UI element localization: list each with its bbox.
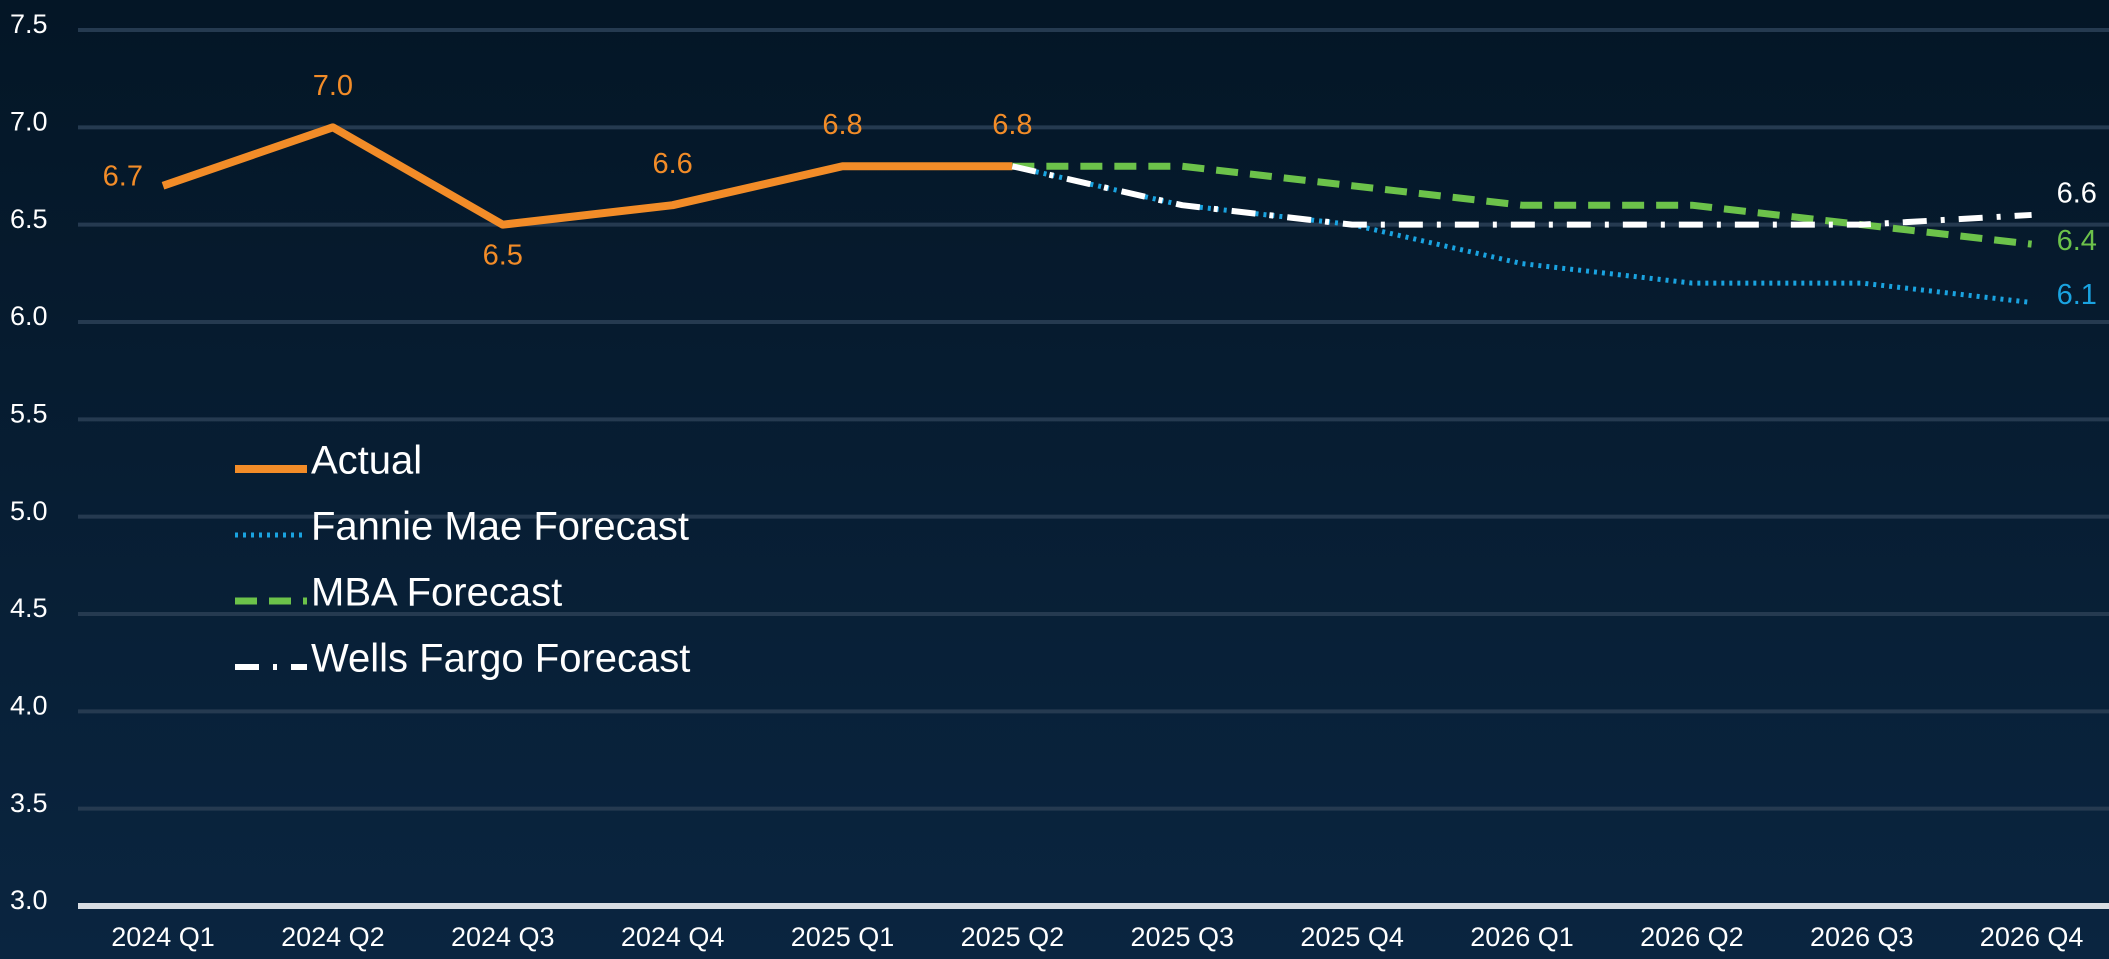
x-tick-label: 2024 Q4 [621,922,725,952]
y-tick-label: 6.5 [10,204,48,234]
data-label: 6.8 [822,109,862,141]
legend-label: Wells Fargo Forecast [311,637,690,681]
y-tick-label: 3.0 [10,885,48,915]
x-tick-label: 2025 Q4 [1300,922,1404,952]
y-tick-label: 4.0 [10,690,48,720]
data-label: 6.1 [2057,279,2097,311]
series-line [1011,163,2032,228]
y-tick-label: 6.0 [10,301,48,331]
x-tick-label: 2025 Q3 [1130,922,1234,952]
x-tick-label: 2026 Q3 [1810,922,1914,952]
x-tick-label: 2024 Q1 [111,922,215,952]
data-label: 7.0 [313,70,353,102]
y-tick-label: 5.0 [10,496,48,526]
x-tick-label: 2024 Q2 [281,922,385,952]
x-tick-label: 2026 Q1 [1470,922,1574,952]
x-tick-label: 2026 Q2 [1640,922,1744,952]
series-line [161,123,1013,229]
data-label: 6.4 [2057,225,2097,257]
x-tick-label: 2024 Q3 [451,922,555,952]
legend-label: Actual [311,439,422,483]
data-label: 6.6 [2057,178,2097,210]
data-label: 6.6 [652,148,692,180]
x-tick-label: 2025 Q1 [791,922,895,952]
x-tick-label: 2025 Q2 [961,922,1065,952]
y-tick-label: 4.5 [10,593,48,623]
y-tick-label: 7.0 [10,106,48,136]
y-tick-label: 3.5 [10,788,48,818]
y-tick-label: 7.5 [10,9,48,39]
x-tick-label: 2026 Q4 [1980,922,2084,952]
data-label: 6.7 [103,160,143,192]
y-tick-label: 5.5 [10,398,48,428]
data-label: 6.5 [483,239,523,271]
legend-label: Fannie Mae Forecast [311,505,689,549]
legend-label: MBA Forecast [311,571,562,615]
data-label: 6.8 [992,109,1032,141]
